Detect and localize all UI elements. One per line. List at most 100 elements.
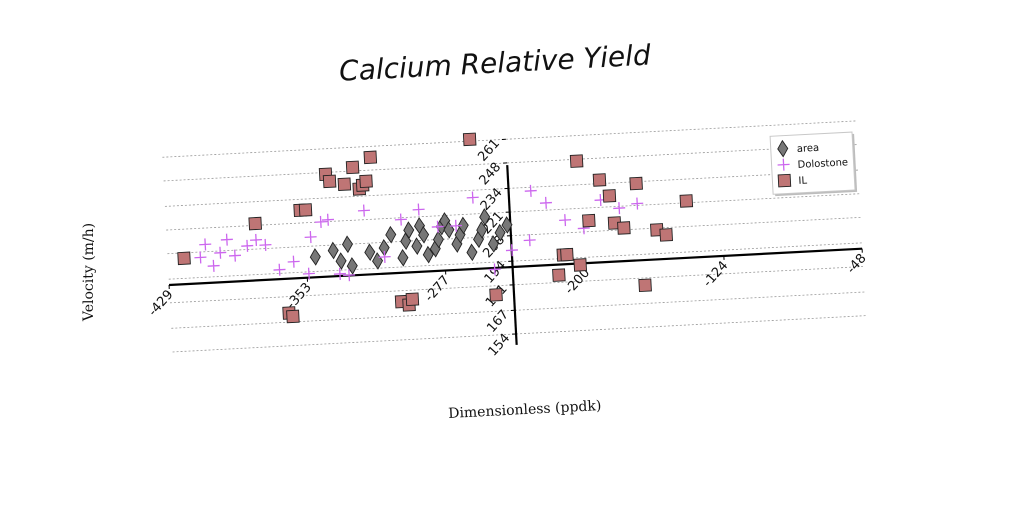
il-point — [638, 278, 652, 293]
dolostone-point — [524, 184, 537, 197]
dolostone-point — [241, 239, 254, 252]
legend: area Dolostone IL — [769, 131, 858, 197]
area-point — [418, 225, 430, 244]
dolostone-point — [431, 220, 444, 233]
il-point — [592, 173, 607, 187]
dolostone-point — [631, 197, 644, 210]
legend-il-marker — [777, 173, 792, 188]
plot-area: Calcium Relative Yield -429 -353 -277 -200-… — [146, 38, 870, 359]
il-point — [248, 216, 262, 231]
il-point — [489, 288, 503, 302]
dolostone-point — [199, 238, 212, 251]
area-point — [494, 223, 506, 242]
dolostone-point — [357, 204, 370, 217]
area-point — [487, 235, 499, 253]
gridline — [166, 193, 860, 231]
area-point — [476, 221, 488, 239]
legend-dolostone: Dolostone — [777, 157, 848, 171]
dolostone-point — [449, 219, 462, 232]
x-tick-label: -48 — [844, 251, 869, 277]
il-point — [298, 203, 313, 217]
area-point — [346, 257, 358, 275]
legend-box — [769, 131, 856, 195]
il-point — [405, 292, 420, 307]
dolostone-point — [250, 233, 263, 246]
grid — [162, 120, 866, 353]
il-point — [659, 228, 673, 242]
dolostone-point — [539, 196, 552, 209]
legend-area-marker — [777, 139, 789, 158]
dolostone-point — [394, 213, 407, 226]
dolostone-point — [287, 255, 300, 268]
il-point — [617, 221, 631, 235]
dolostone-point — [302, 267, 315, 280]
dolostone-point — [259, 238, 272, 251]
area-point — [443, 220, 455, 239]
il-point — [462, 132, 477, 147]
il-point — [322, 174, 337, 189]
dolostone-point — [220, 233, 233, 246]
il-point — [552, 268, 566, 282]
il-point — [629, 176, 643, 191]
dolostone-point — [333, 267, 346, 280]
x-tick-label: -277 — [422, 273, 453, 305]
dolostone-point — [207, 259, 220, 272]
il-point — [363, 150, 378, 165]
il-point — [582, 213, 596, 228]
il-point — [569, 154, 584, 168]
x-axis-line — [168, 247, 863, 287]
il-point — [359, 174, 373, 189]
x-tick-label: -124 — [700, 258, 731, 290]
area-point — [411, 237, 423, 255]
legend-dolostone-marker — [777, 158, 790, 171]
dolostone-point — [505, 244, 518, 257]
area-point — [422, 245, 434, 264]
x-tick-label: -429 — [146, 287, 177, 319]
area-point — [432, 230, 444, 249]
area-point — [397, 248, 409, 267]
il-point — [602, 189, 617, 203]
area-point — [479, 208, 491, 226]
area-point — [341, 235, 354, 254]
il-point — [573, 258, 588, 272]
legend-il-label: IL — [798, 175, 808, 186]
dolostone-point — [559, 214, 572, 227]
dolostone-point — [321, 213, 334, 226]
area-point — [385, 225, 397, 244]
gridline — [162, 120, 856, 158]
area-point — [466, 243, 478, 262]
dolostone-point — [488, 263, 501, 276]
il-point — [679, 194, 694, 208]
x-tick-labels: -429 -353 -277 -200 -124 -48 — [146, 251, 870, 319]
area-point — [327, 241, 339, 260]
dolostone-point — [613, 202, 626, 215]
area-point — [372, 252, 384, 270]
area-point — [457, 216, 469, 235]
il-point — [337, 177, 352, 192]
dolostone-point — [523, 234, 536, 247]
area-point — [364, 243, 376, 262]
dolostone-point — [214, 246, 227, 259]
dolostone-point — [314, 215, 327, 228]
il-point — [286, 309, 300, 324]
y-axis-label: Velocity (m/h) — [81, 223, 97, 322]
legend-area: area — [777, 139, 820, 158]
markers — [177, 132, 817, 324]
legend-dolostone-label: Dolostone — [797, 157, 848, 171]
gridline — [172, 315, 866, 353]
area-point — [501, 216, 513, 234]
area-point — [403, 221, 415, 239]
dolostone-point — [466, 191, 479, 204]
dolostone-point — [273, 263, 286, 276]
legend-il: IL — [777, 173, 808, 188]
axes — [168, 138, 863, 345]
dolostone-point — [304, 231, 317, 244]
dolostone-point — [378, 250, 391, 263]
il-point — [177, 251, 191, 266]
il-point — [345, 160, 360, 175]
dolostone-point — [194, 251, 207, 264]
area-point — [335, 252, 347, 270]
legend-area-label: area — [797, 143, 820, 155]
dolostone-point — [412, 203, 425, 216]
